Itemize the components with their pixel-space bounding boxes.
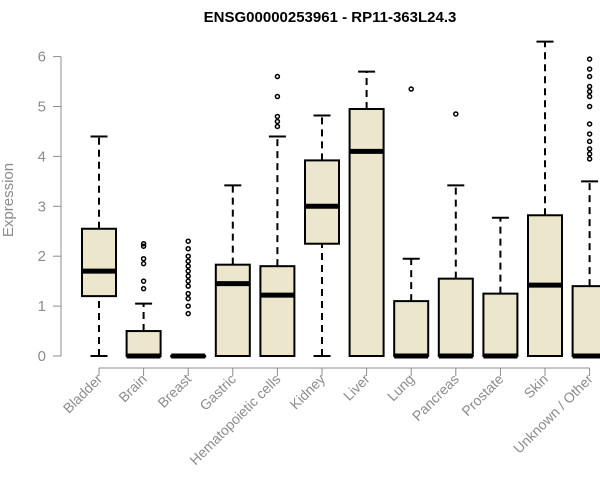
y-tick-label: 6 <box>38 49 46 66</box>
outlier-point <box>185 238 191 244</box>
outlier-point <box>586 103 593 110</box>
outlier-point <box>274 123 281 130</box>
outlier-point <box>185 245 191 252</box>
outlier-point <box>140 260 147 267</box>
box-gastric <box>214 184 251 358</box>
outlier-point <box>185 278 191 284</box>
outlier-point <box>185 263 191 269</box>
x-tick-label: Breast <box>154 371 194 411</box>
outlier-point <box>140 278 147 284</box>
outlier-point <box>274 118 281 125</box>
x-tick-label: Bladder <box>60 371 106 417</box>
outlier-point <box>274 73 281 80</box>
outlier-point <box>185 290 191 297</box>
x-tick-label: Liver <box>340 371 373 404</box>
box-breast <box>170 238 207 359</box>
outlier-point <box>140 243 147 249</box>
box-kidney <box>304 114 340 357</box>
iqr-box <box>393 300 430 357</box>
outlier-point <box>586 93 593 100</box>
outlier-point <box>140 285 147 292</box>
x-tick-label: Gastric <box>196 371 239 414</box>
outlier-point <box>586 151 593 157</box>
chart-title: ENSG00000253961 - RP11-363L24.3 <box>204 9 457 26</box>
outlier-point <box>408 86 414 92</box>
outlier-point <box>185 253 191 259</box>
iqr-box <box>437 277 474 357</box>
y-tick-label: 2 <box>38 248 46 265</box>
y-axis-label: Expression <box>0 163 17 237</box>
iqr-box <box>81 227 117 298</box>
x-tick-label: Unknown / Other <box>510 371 596 457</box>
x-tick-label: Brain <box>115 371 149 405</box>
iqr-box <box>304 159 340 245</box>
iqr-box <box>259 265 296 357</box>
outlier-point <box>453 111 459 117</box>
box-unknown-other <box>571 56 600 359</box>
outlier-point <box>185 258 191 264</box>
box-brain <box>125 240 162 359</box>
box-skin <box>527 40 563 357</box>
outlier-point <box>185 310 191 317</box>
outlier-point <box>140 240 147 247</box>
iqr-box <box>348 107 385 358</box>
x-tick-label: Skin <box>521 371 552 402</box>
iqr-box <box>482 292 519 357</box>
outlier-point <box>586 138 593 145</box>
y-tick-label: 1 <box>38 298 46 315</box>
outlier-point <box>185 273 191 279</box>
outlier-point <box>586 73 593 80</box>
y-tick-label: 5 <box>38 99 46 116</box>
outlier-point <box>586 56 593 62</box>
outlier-point <box>185 295 191 302</box>
y-axis: 0 1 2 3 4 5 6 <box>38 49 62 365</box>
iqr-box <box>571 285 600 358</box>
box-pancreas <box>437 111 474 359</box>
box-liver <box>348 70 385 358</box>
outlier-point <box>140 255 147 262</box>
outlier-point <box>586 121 593 127</box>
y-tick-label: 4 <box>38 148 46 165</box>
y-tick-label: 3 <box>38 198 46 215</box>
y-tick-label: 0 <box>38 348 46 365</box>
box-prostate <box>482 216 519 359</box>
x-tick-label: Lung <box>384 371 417 404</box>
outlier-point <box>185 283 191 289</box>
box-hematopoietic-cells <box>259 73 296 357</box>
outlier-point <box>586 88 593 95</box>
outlier-point <box>586 146 593 152</box>
iqr-box <box>125 330 162 357</box>
outlier-point <box>586 131 593 137</box>
iqr-box <box>214 263 251 358</box>
x-tick-label: Prostate <box>458 371 506 419</box>
box-lung <box>393 86 430 359</box>
outlier-point <box>274 93 281 100</box>
outlier-point <box>185 268 191 274</box>
x-tick-label: Pancreas <box>409 371 462 424</box>
outlier-point <box>586 83 593 90</box>
box-bladder <box>81 135 117 357</box>
x-tick-label: Kidney <box>287 371 329 413</box>
outlier-point <box>185 303 191 309</box>
boxes-group <box>81 40 600 359</box>
outlier-point <box>586 66 593 72</box>
outlier-point <box>274 113 281 120</box>
outlier-point <box>586 156 593 162</box>
